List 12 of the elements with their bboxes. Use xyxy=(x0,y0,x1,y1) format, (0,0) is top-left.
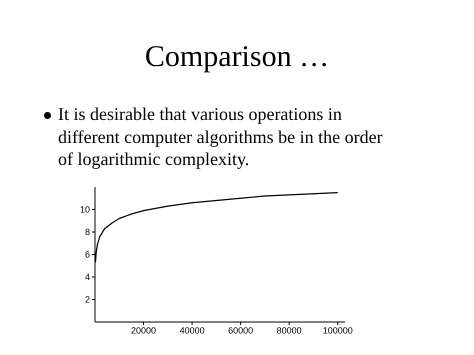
y-tick-label: 8 xyxy=(84,227,90,238)
chart-title: Comparison … xyxy=(144,40,330,74)
y-tick-label: 2 xyxy=(84,294,90,305)
y-tick-label: 4 xyxy=(84,272,90,282)
x-tick-label: 20000 xyxy=(131,325,156,336)
y-tick-label: 6 xyxy=(84,250,90,260)
x-tick-label: 40000 xyxy=(180,325,205,336)
y-tick-label: 10 xyxy=(80,204,90,215)
x-tick-label: 80000 xyxy=(276,325,302,336)
x-tick-label: 60000 xyxy=(228,325,254,336)
chart-subtitle: It is desirable that various operations in different computer algorithms be in the order of logarithmic complexity. xyxy=(58,103,383,170)
x-tick-label: 100000 xyxy=(322,325,353,336)
